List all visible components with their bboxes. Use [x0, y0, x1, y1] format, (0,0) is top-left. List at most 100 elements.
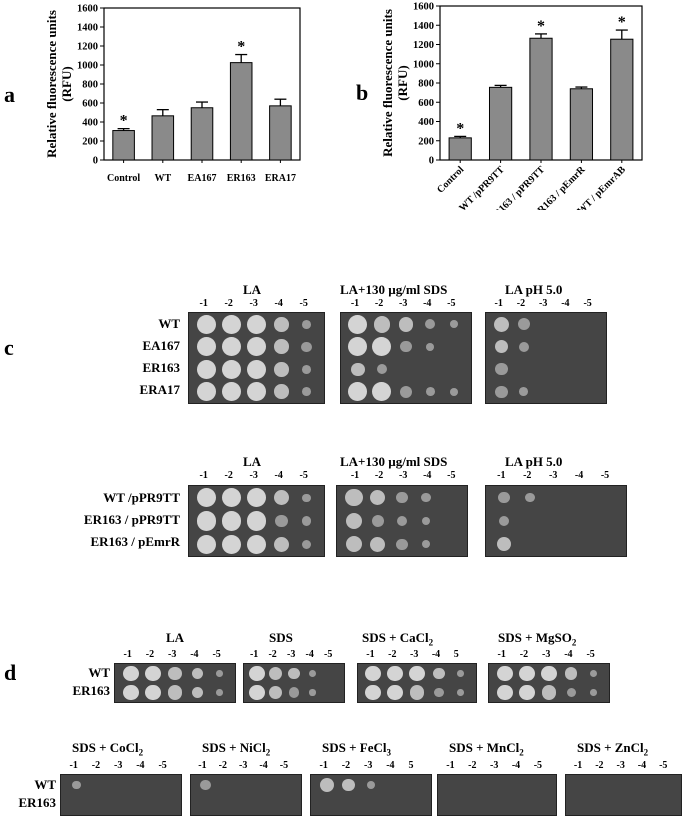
colony-spot [517, 318, 530, 331]
colony-spot [168, 666, 182, 681]
plate-c2-ph [485, 485, 627, 557]
colony-spot [365, 684, 382, 701]
dilution-label: -4 [274, 470, 283, 481]
dilution-label: -5 [659, 760, 668, 771]
dilution-label: -5 [212, 649, 221, 660]
colony-spot [372, 382, 392, 402]
condition-label: LA pH 5.0 [505, 454, 563, 469]
colony-spot [590, 689, 597, 696]
colony-spot [191, 667, 203, 680]
dilution-label: -3 [542, 649, 551, 660]
chart-b-ytick-label: 200 [418, 136, 434, 147]
dilution-label: -1 [319, 760, 328, 771]
dilution-label: -5 [600, 470, 610, 481]
colony-spot [376, 364, 387, 375]
colony-spot [301, 539, 312, 549]
condition-label: SDS + ZnCl2 [577, 740, 649, 758]
strain-label: ER163 / pEmrR [90, 534, 180, 549]
chart-a-ytick-label: 1600 [77, 4, 98, 15]
colony-spot [421, 493, 431, 503]
chart-a-bar [190, 107, 214, 161]
colony-spot [247, 359, 266, 379]
chart-b-significance-star: * [537, 18, 545, 35]
colony-spot [221, 487, 242, 508]
chart-b-ytick-label: 400 [418, 117, 434, 128]
colony-spot [144, 665, 161, 682]
dilution-label: -2 [595, 760, 604, 771]
colony-spot [246, 534, 267, 555]
chart-a-xtick-label: Control [107, 173, 140, 184]
colony-spot [409, 685, 425, 700]
colony-spot [396, 491, 408, 504]
chart-a-ytick-label: 400 [82, 118, 98, 129]
chart-b: 0 200 400 600 800 1000 1200 1400 1600 Relative fl… [380, 2, 643, 210]
colony-spot [498, 491, 510, 504]
colony-spot [191, 686, 203, 699]
colony-spot [457, 670, 464, 677]
chart-a-xtick-label: ERA17 [265, 173, 296, 184]
dilution-label: -2 [218, 760, 227, 771]
dilution-label: -3 [399, 298, 408, 309]
subscript: 3 [386, 747, 391, 758]
colony-spot [518, 665, 535, 682]
dilution-label: -3 [114, 760, 123, 771]
dilution-label: -1 [350, 298, 360, 309]
dilution-label: -4 [511, 760, 521, 771]
colony-spot [450, 387, 458, 396]
colony-spot [519, 387, 529, 397]
plate-c-sds [340, 312, 472, 404]
plate-c-la [188, 312, 325, 404]
subscript: 2 [643, 747, 649, 758]
colony-spot [399, 385, 413, 398]
condition-label: SDS + FeCl3 [322, 740, 391, 758]
colony-spot [525, 493, 535, 503]
dilution-label: -5 [299, 298, 308, 309]
subscript: 2 [571, 637, 577, 648]
plate-d2-zncl [565, 774, 682, 816]
strain-label: WT [34, 777, 56, 792]
subscript: 2 [428, 637, 434, 648]
colony-spot [246, 511, 267, 531]
colony-spot [196, 511, 217, 531]
colony-spot [269, 686, 282, 699]
colony-spot [216, 670, 223, 677]
chart-a-bar [151, 115, 175, 161]
chart-a-ylabel-unit: (RFU) [59, 66, 74, 101]
plate-d2-fecl [310, 774, 432, 816]
colony-spot [589, 669, 598, 678]
dilution-label: -2 [341, 760, 351, 771]
dilution-label: -5 [324, 649, 333, 660]
colony-spot [216, 689, 223, 696]
dilution-label: -4 [564, 649, 573, 660]
plate-c2-la [188, 485, 325, 557]
colony-spot [409, 665, 425, 682]
chart-a-ytick-label: 800 [82, 80, 98, 91]
colony-spot [434, 687, 444, 698]
dilution-label: -4 [574, 470, 584, 481]
plate-d-cacl [357, 663, 477, 703]
colony-spot [301, 516, 312, 526]
colony-spot [371, 514, 385, 528]
condition-label: SDS [269, 630, 293, 645]
colony-spot [222, 314, 241, 334]
chart-a-xtick-label: WT [154, 173, 171, 184]
condition-label: SDS + MnCl2 [449, 740, 524, 758]
colony-spot [496, 684, 513, 701]
colony-spot [518, 684, 535, 701]
dilution-label: -2 [224, 470, 233, 481]
dilution-label: -1 [494, 298, 503, 309]
chart-b-ytick-label: 0 [429, 156, 434, 167]
chart-b-ytick-label: 1000 [413, 59, 434, 70]
dilution-label: -5 [586, 649, 595, 660]
colony-spot [497, 537, 512, 552]
dilution-label: -2 [374, 470, 384, 481]
strain-label: WT [88, 665, 110, 680]
colony-spot [221, 534, 242, 555]
colony-spot [348, 382, 368, 402]
colony-spot [275, 514, 288, 528]
colony-spot [247, 314, 266, 334]
panel-label-c: c [4, 335, 14, 360]
colony-spot [342, 778, 356, 792]
chart-b-ytick-label: 1200 [413, 40, 434, 51]
colony-spot [249, 684, 265, 701]
